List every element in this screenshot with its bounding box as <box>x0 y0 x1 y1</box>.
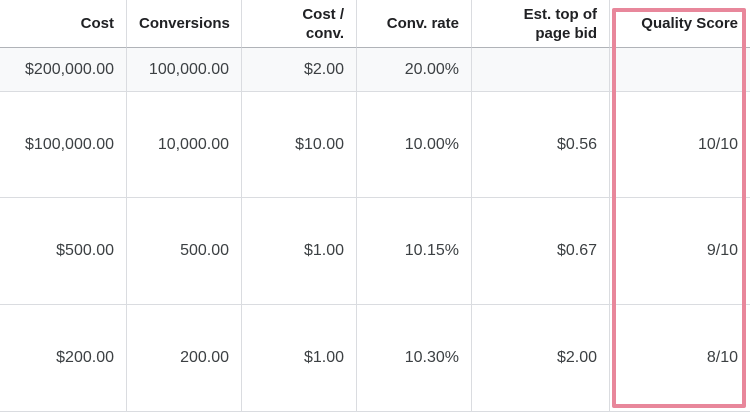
column-header-text: Cost <box>80 15 114 32</box>
data-cell: 10.30% <box>357 305 472 412</box>
data-cell-text: $0.56 <box>556 135 597 153</box>
total-cell <box>472 48 610 92</box>
data-cell-text: $200.00 <box>56 349 114 366</box>
column-header-text: Quality Score <box>641 15 738 32</box>
data-cell: 10,000.00 <box>127 92 242 198</box>
data-cell: $0.67 <box>472 198 610 305</box>
data-cell: 500.00 <box>127 198 242 305</box>
data-cell-text: $100,000.00 <box>25 135 114 153</box>
data-cell: 10/10 <box>610 92 750 198</box>
column-header: Cost / conv. <box>242 0 357 48</box>
column-header-text: Est. top of page bid <box>523 5 597 42</box>
data-cell: 10.15% <box>357 198 472 305</box>
column-header: Conv. rate <box>357 0 472 48</box>
data-cell-text: $500.00 <box>56 242 114 259</box>
column-header: Est. top of page bid <box>472 0 610 48</box>
total-cell: 100,000.00 <box>127 48 242 92</box>
column-header: Conversions <box>127 0 242 48</box>
column-header: Cost <box>0 0 127 48</box>
total-cell <box>610 48 750 92</box>
column-header-text: Conv. rate <box>386 15 459 32</box>
data-cell-text: 8/10 <box>706 349 738 366</box>
data-cell: $0.56 <box>472 92 610 198</box>
data-cell-text: $0.67 <box>556 242 597 259</box>
total-cell-text: $2.00 <box>303 60 344 78</box>
data-cell: $10.00 <box>242 92 357 198</box>
data-cell-text: $1.00 <box>303 242 344 259</box>
data-cell-text: 10/10 <box>697 135 738 153</box>
data-cell: 9/10 <box>610 198 750 305</box>
data-cell: 10.00% <box>357 92 472 198</box>
data-cell: $200.00 <box>0 305 127 412</box>
data-cell-text: 10,000.00 <box>157 135 229 153</box>
data-cell-text: $1.00 <box>303 349 344 366</box>
data-cell: $100,000.00 <box>0 92 127 198</box>
column-header-text: Conversions <box>139 15 230 32</box>
column-header-text: Cost / conv. <box>302 5 344 42</box>
data-cell-text: 500.00 <box>180 242 229 259</box>
total-cell-text: 20.00% <box>404 60 459 78</box>
data-cell-text: 200.00 <box>180 349 229 366</box>
data-cell: $1.00 <box>242 305 357 412</box>
data-cell: $500.00 <box>0 198 127 305</box>
total-cell: $200,000.00 <box>0 48 127 92</box>
data-cell-text: 10.00% <box>404 135 459 153</box>
total-cell: 20.00% <box>357 48 472 92</box>
column-header: Quality Score <box>610 0 750 48</box>
data-cell: $1.00 <box>242 198 357 305</box>
data-cell-text: 10.30% <box>404 349 459 366</box>
data-cell-text: $10.00 <box>295 135 344 153</box>
total-cell: $2.00 <box>242 48 357 92</box>
data-cell: 8/10 <box>610 305 750 412</box>
data-cell: $2.00 <box>472 305 610 412</box>
data-cell: 200.00 <box>127 305 242 412</box>
total-cell-text: 100,000.00 <box>148 60 229 78</box>
data-cell-text: 10.15% <box>404 242 459 259</box>
data-cell-text: 9/10 <box>706 242 738 259</box>
total-cell-text: $200,000.00 <box>25 60 114 78</box>
data-cell-text: $2.00 <box>556 349 597 366</box>
